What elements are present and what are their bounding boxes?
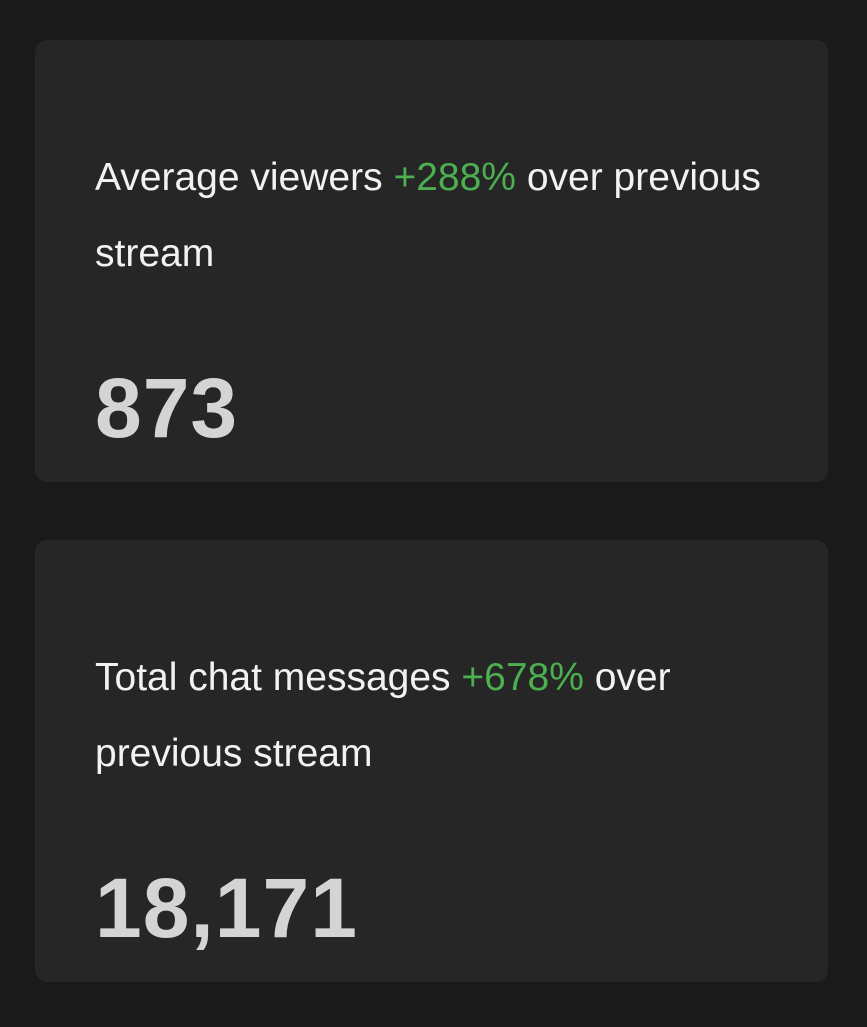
label-suffix: over previous stream <box>95 656 671 775</box>
label-suffix: over previous stream <box>95 156 761 275</box>
stat-label: Total chat messages +678% over previous … <box>95 640 808 792</box>
label: Average viewers <box>95 156 383 199</box>
stat-label: Average viewers +288% over previous stre… <box>95 140 808 292</box>
stat-card: Average viewers +288% over previous stre… <box>35 40 828 482</box>
stat-value: 873 <box>95 361 239 455</box>
stat-value: 18,171 <box>95 861 358 955</box>
stat-card: Total chat messages +678% over previous … <box>35 540 828 982</box>
label: Total chat messages <box>95 656 451 699</box>
change: +288% <box>393 156 516 199</box>
change: +678% <box>461 656 584 699</box>
